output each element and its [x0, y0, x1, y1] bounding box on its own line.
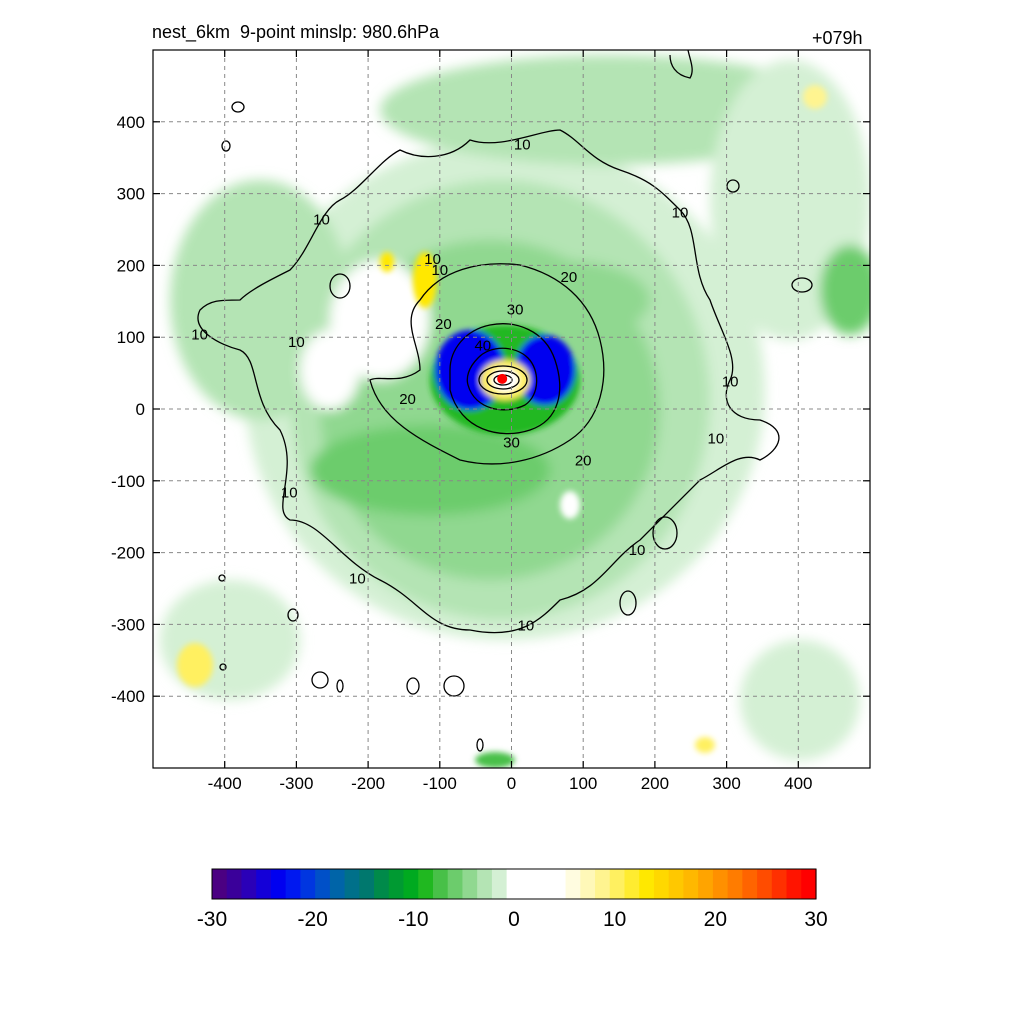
contour-label: 10 — [281, 485, 298, 502]
contour-label: 10 — [514, 136, 531, 153]
storm-center-marker — [497, 373, 508, 384]
y-tick-label: -400 — [111, 687, 145, 706]
contour-label: 30 — [507, 301, 524, 318]
colorbar-swatch — [521, 869, 537, 899]
colorbar-swatch — [491, 869, 508, 899]
y-tick-label: -200 — [111, 544, 145, 563]
colorbar-swatch — [536, 869, 552, 899]
x-axis: -400 -300 -200 -100 0 100 200 300 400 — [208, 50, 812, 793]
y-tick-label: 200 — [117, 256, 145, 275]
colorbar-swatch — [329, 869, 346, 899]
colorbar-swatch — [462, 869, 478, 899]
colorbar-tick-label: -20 — [297, 908, 327, 931]
colorbar-swatch — [241, 869, 257, 899]
forecast-hour-label: +079h — [812, 28, 863, 48]
colorbar-swatch — [550, 869, 567, 899]
colorbar-swatch — [609, 869, 626, 899]
contour-label: 20 — [575, 452, 592, 469]
contour-label: 30 — [503, 434, 520, 451]
x-tick-label: -300 — [279, 774, 313, 793]
colorbar-frame — [211, 868, 817, 900]
y-tick-label: 400 — [117, 113, 145, 132]
colorbar-swatch — [256, 869, 272, 899]
colorbar-tick-label: 20 — [704, 908, 727, 931]
colorbar-swatch — [300, 869, 316, 899]
colorbar-tick-label: -30 — [197, 908, 227, 931]
contour-label: 20 — [561, 269, 578, 286]
colorbar-swatch — [388, 869, 405, 899]
contour-label: 10 — [288, 334, 305, 351]
colorbar-swatch — [712, 869, 729, 899]
colorbar-swatch — [374, 869, 390, 899]
x-tick-label: -200 — [351, 774, 385, 793]
colorbar-swatch — [639, 869, 655, 899]
y-tick-label: -100 — [111, 472, 145, 491]
figure-title: nest_6km 9-point minslp: 980.6hPa — [152, 22, 440, 42]
colorbar-swatch — [359, 869, 375, 899]
colorbar-swatch — [315, 869, 331, 899]
y-axis: 400 300 200 100 0 -100 -200 -300 -400 — [111, 113, 870, 706]
colorbar-swatch — [477, 869, 493, 899]
colorbar-tick-labels: -30 -20 -10 0 10 20 30 — [197, 908, 828, 931]
colorbar — [211, 868, 817, 900]
x-tick-label: 0 — [507, 774, 516, 793]
contour-label: 10 — [672, 205, 689, 222]
colorbar-swatch — [285, 869, 301, 899]
colorbar-swatch — [344, 869, 360, 899]
y-tick-label: 100 — [117, 328, 145, 347]
shaded-field — [160, 55, 870, 768]
x-tick-label: 100 — [569, 774, 597, 793]
colorbar-swatch — [668, 869, 685, 899]
colorbar-swatch — [683, 869, 699, 899]
colorbar-tick-label: 0 — [508, 908, 520, 931]
colorbar-swatch — [786, 869, 802, 899]
colorbar-swatch — [447, 869, 464, 899]
colorbar-swatch — [742, 869, 758, 899]
colorbar-swatch — [565, 869, 581, 899]
colorbar-swatch — [727, 869, 743, 899]
colorbar-swatch — [418, 869, 434, 899]
contour-label: 10 — [431, 262, 448, 279]
colorbar-swatch — [595, 869, 611, 899]
contour-label: 20 — [435, 316, 452, 333]
contour-label: 10 — [349, 571, 366, 588]
colorbar-swatch — [270, 869, 287, 899]
x-tick-label: 300 — [712, 774, 740, 793]
colorbar-swatch — [624, 869, 640, 899]
colorbar-swatch — [653, 869, 670, 899]
colorbar-tick-label: 10 — [603, 908, 626, 931]
colorbar-swatch — [698, 869, 714, 899]
colorbar-swatch — [506, 869, 522, 899]
colorbar-swatch — [226, 869, 243, 899]
colorbar-swatch — [212, 869, 228, 899]
contour-label: 10 — [517, 617, 534, 634]
colorbar-swatch — [757, 869, 773, 899]
contour-label: 10 — [708, 431, 725, 448]
colorbar-swatch — [403, 869, 419, 899]
contour-label: 10 — [313, 212, 330, 229]
colorbar-swatch — [771, 869, 788, 899]
colorbar-tick-label: 30 — [804, 908, 827, 931]
colorbar-swatch — [432, 869, 449, 899]
y-tick-label: 300 — [117, 185, 145, 204]
colorbar-swatch — [580, 869, 596, 899]
x-tick-label: -100 — [423, 774, 457, 793]
y-tick-label: -300 — [111, 615, 145, 634]
x-tick-label: -400 — [208, 774, 242, 793]
contour-label: 10 — [424, 251, 441, 268]
colorbar-tick-label: -10 — [398, 908, 428, 931]
y-tick-label: 0 — [136, 400, 145, 419]
contour-label: 40 — [474, 337, 491, 354]
contour-label: 10 — [629, 542, 646, 559]
x-tick-label: 400 — [784, 774, 812, 793]
contour-label: 10 — [722, 373, 739, 390]
contour-label: 10 — [191, 327, 208, 344]
x-tick-label: 200 — [641, 774, 669, 793]
colorbar-swatch — [801, 869, 817, 899]
contour-label: 20 — [399, 391, 416, 408]
